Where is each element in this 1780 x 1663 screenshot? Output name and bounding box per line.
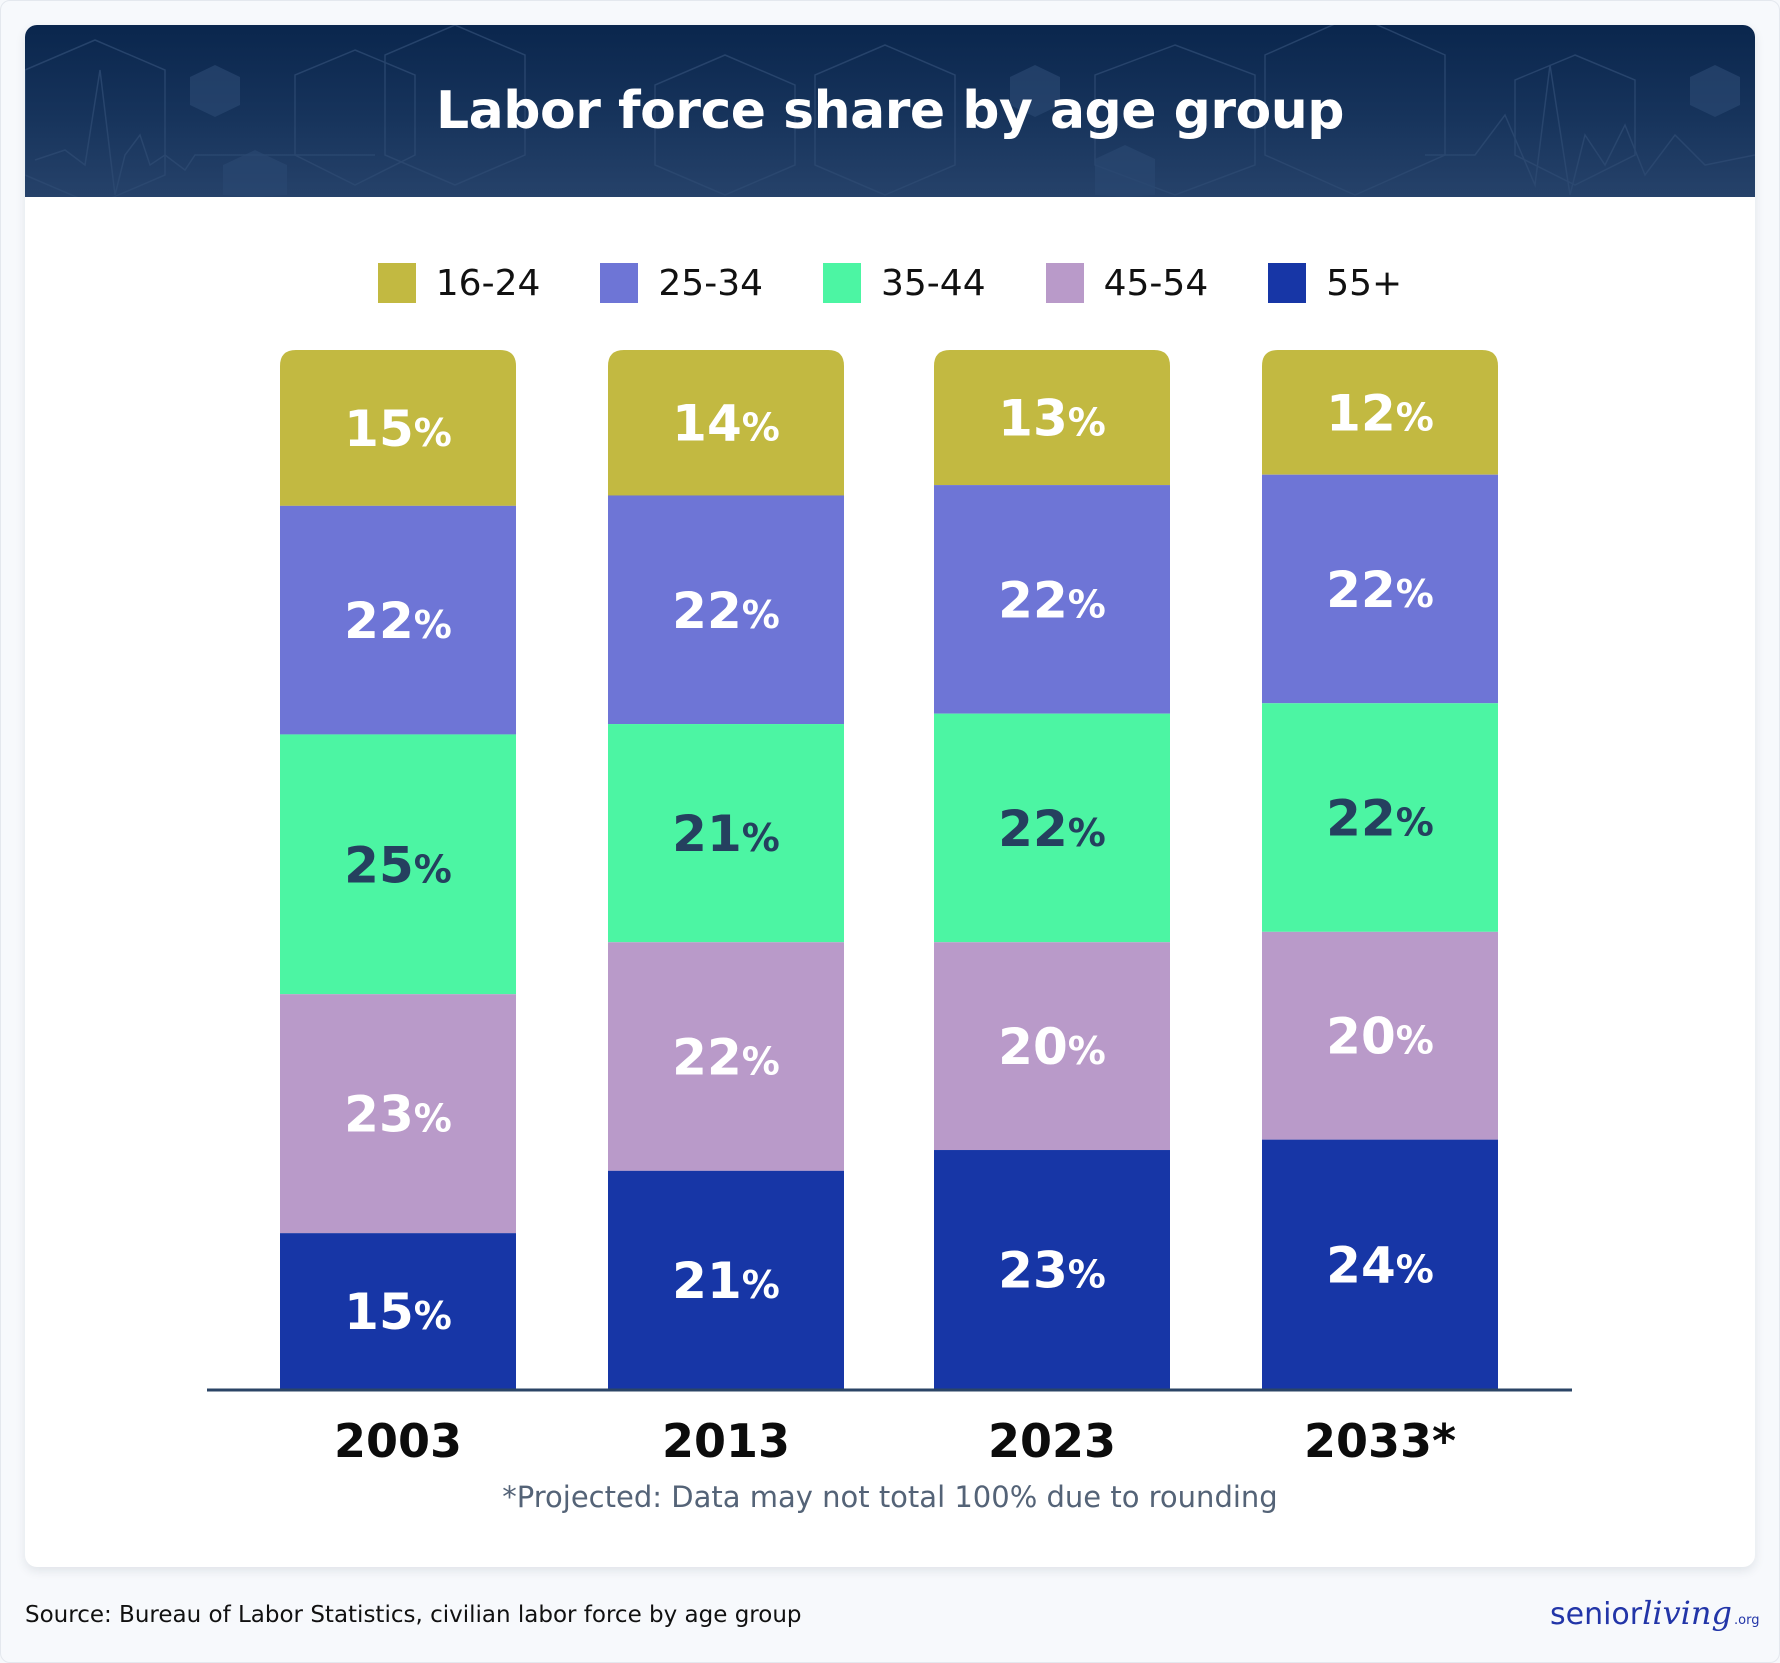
header-banner: Labor force share by age group [25, 25, 1755, 197]
bar-segment-45-54 [1262, 931, 1498, 1140]
chart-title: Labor force share by age group [436, 81, 1344, 141]
bar-segment-55-plus [608, 1170, 844, 1389]
bar-segment-25-34 [1262, 474, 1498, 704]
bar-segment-45-54 [608, 942, 844, 1171]
bar-segment-35-44 [934, 713, 1170, 943]
legend-label: 25-34 [658, 262, 763, 304]
logo-text-living: living [1642, 1594, 1732, 1632]
bar-segment-16-24 [934, 350, 1170, 486]
legend-swatch-55-plus [1268, 263, 1307, 303]
legend-swatch-16-24 [377, 263, 416, 303]
segment-value-label: 22% [998, 800, 1106, 858]
chart-card: Labor force share by age group 16-24 25-… [25, 25, 1755, 1567]
x-tick-label: 2033* [1304, 1414, 1456, 1468]
bar-segment-35-44 [1262, 703, 1498, 932]
segment-value-label: 12% [1326, 384, 1434, 442]
bar-segment-45-54 [934, 942, 1170, 1151]
bar-group-2013: 14% 22% 21% 22% 21% [608, 350, 844, 1389]
bar-segment-16-24 [608, 350, 844, 496]
segment-value-label: 13% [998, 390, 1106, 448]
segment-value-label: 22% [344, 592, 452, 650]
bar-segment-45-54 [280, 994, 516, 1234]
legend-label: 55+ [1326, 262, 1403, 304]
x-tick-label: 2003 [334, 1414, 462, 1468]
bar-segment-55-plus [1262, 1139, 1498, 1389]
footnote: *Projected: Data may not total 100% due … [502, 1480, 1278, 1514]
legend-swatch-35-44 [823, 263, 861, 303]
legend: 16-24 25-34 35-44 45-54 55+ [25, 258, 1755, 308]
legend-swatch-45-54 [1045, 263, 1084, 303]
segment-value-label: 22% [998, 571, 1106, 629]
bar-segment-16-24 [1262, 350, 1498, 475]
segment-value-label: 23% [344, 1086, 452, 1144]
legend-item-35-44: 35-44 [823, 263, 986, 304]
logo-text-senior: senior [1550, 1597, 1643, 1632]
x-tick-label: 2023 [988, 1414, 1116, 1468]
header-decoration [25, 25, 1755, 197]
bar-segment-25-34 [280, 505, 516, 735]
segment-value-label: 20% [1326, 1008, 1434, 1066]
legend-swatch-25-34 [600, 263, 639, 303]
bar-segment-55-plus [280, 1233, 516, 1389]
bar-group-2023: 13% 22% 22% 20% 23% [934, 350, 1170, 1389]
legend-label: 35-44 [881, 262, 986, 304]
bar-group-2003: 15% 22% 25% 23% 15% [280, 350, 516, 1389]
seniorliving-logo: senior living .org [1550, 1594, 1759, 1644]
bar-segment-55-plus [934, 1150, 1170, 1389]
segment-value-label: 21% [672, 805, 780, 863]
segment-value-label: 23% [998, 1242, 1106, 1300]
segment-value-label: 14% [672, 395, 780, 453]
segment-value-label: 15% [344, 1283, 452, 1341]
bar-segment-35-44 [608, 724, 844, 943]
segment-value-label: 20% [998, 1018, 1106, 1076]
logo-text-org: .org [1734, 1613, 1760, 1628]
legend-item-55-plus: 55+ [1268, 263, 1402, 304]
bar-segment-35-44 [280, 734, 516, 995]
segment-value-label: 22% [1326, 561, 1434, 619]
legend-item-25-34: 25-34 [600, 263, 763, 304]
legend-item-16-24: 16-24 [377, 262, 541, 304]
bar-group-2033: 12% 22% 22% 20% 24% [1262, 350, 1498, 1389]
x-tick-label: 2013 [662, 1414, 790, 1468]
legend-label: 45-54 [1103, 262, 1209, 304]
bar-segment-16-24 [280, 350, 516, 506]
bar-segment-25-34 [934, 485, 1170, 714]
segment-value-label: 22% [672, 582, 780, 640]
stacked-bar-chart: 15% 22% 25% 23% 15% 2003 14% 22% 21% 22% 21% 2013 13… [207, 350, 1572, 1468]
legend-label: 16-24 [435, 262, 541, 304]
segment-value-label: 22% [672, 1029, 780, 1087]
segment-value-label: 24% [1326, 1236, 1434, 1294]
segment-value-label: 25% [344, 836, 452, 894]
bar-segment-25-34 [608, 495, 844, 725]
segment-value-label: 21% [672, 1252, 780, 1310]
segment-value-label: 15% [344, 400, 452, 458]
segment-value-label: 22% [1326, 790, 1434, 848]
legend-item-45-54: 45-54 [1045, 262, 1209, 304]
source-note: Source: Bureau of Labor Statistics, civi… [25, 1602, 802, 1628]
